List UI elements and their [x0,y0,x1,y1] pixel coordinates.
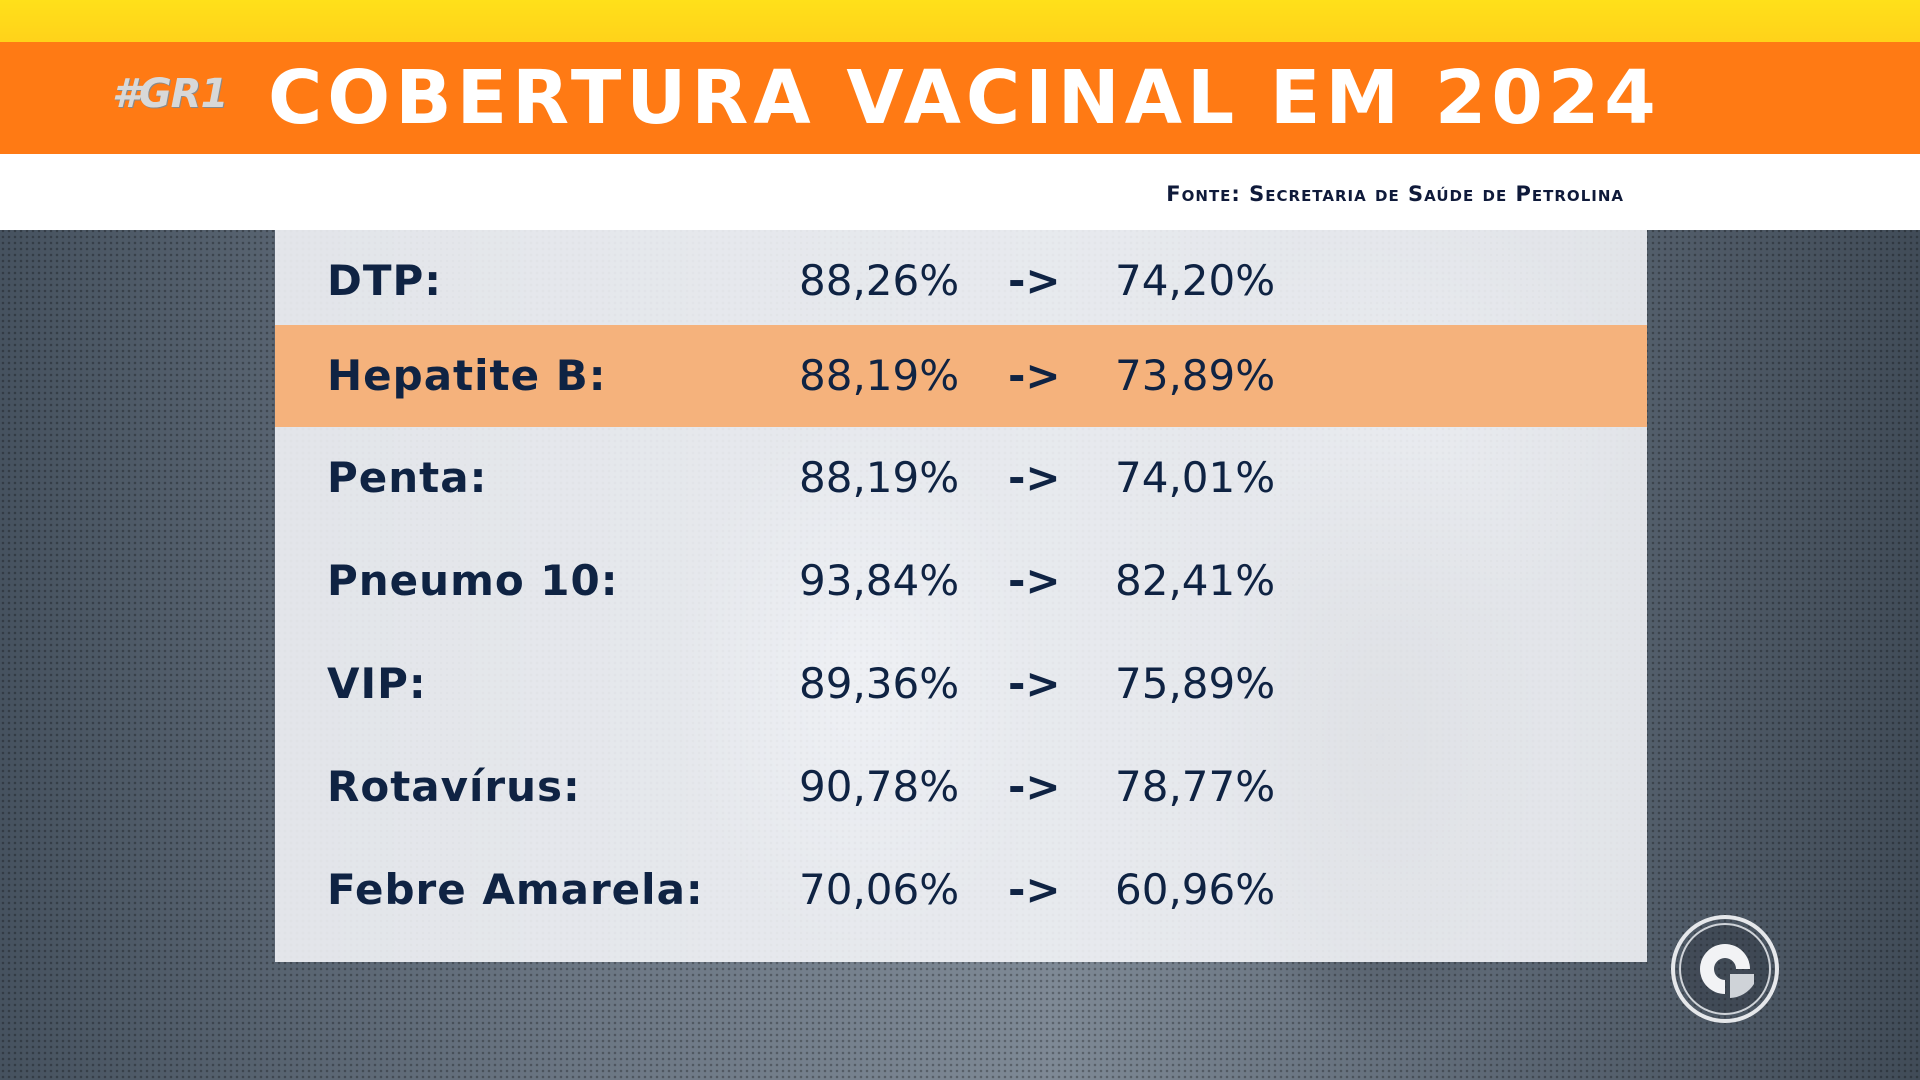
coverage-before: 88,19% [799,453,960,502]
coverage-after: 75,89% [1115,659,1276,708]
coverage-after: 74,01% [1115,453,1276,502]
coverage-before: 93,84% [799,556,960,605]
arrow-icon: -> [1008,351,1061,400]
coverage-after: 60,96% [1115,865,1276,914]
source-credit: Fonte: Secretaria de Saúde de Petrolina [1166,182,1624,206]
table-row-highlighted: Hepatite B: 88,19% -> 73,89% [275,325,1647,427]
coverage-before: 88,19% [799,351,960,400]
table-row: Pneumo 10: 93,84% -> 82,41% [275,530,1647,632]
globo-logo-icon [1671,915,1779,1023]
table-row: VIP: 89,36% -> 75,89% [275,633,1647,735]
arrow-icon: -> [1008,659,1061,708]
table-row: Penta: 88,19% -> 74,01% [275,427,1647,529]
coverage-after: 82,41% [1115,556,1276,605]
coverage-before: 70,06% [799,865,960,914]
vaccine-name: Febre Amarela: [327,865,704,914]
source-bar [0,154,1920,230]
coverage-after: 78,77% [1115,762,1276,811]
vaccine-name: DTP: [327,256,443,305]
table-row: DTP: 88,26% -> 74,20% [275,230,1647,332]
coverage-after: 74,20% [1115,256,1276,305]
page-title: COBERTURA VACINAL EM 2024 [268,55,1661,141]
arrow-icon: -> [1008,762,1061,811]
vaccine-name: VIP: [327,659,427,708]
vaccine-name: Pneumo 10: [327,556,619,605]
vaccine-name: Hepatite B: [327,351,607,400]
program-hashtag: #GR1 [112,71,228,117]
coverage-after: 73,89% [1115,351,1276,400]
coverage-before: 90,78% [799,762,960,811]
arrow-icon: -> [1008,256,1061,305]
top-yellow-stripe [0,0,1920,42]
coverage-before: 88,26% [799,256,960,305]
table-row: Febre Amarela: 70,06% -> 60,96% [275,839,1647,941]
arrow-icon: -> [1008,865,1061,914]
vaccination-table: DTP: 88,26% -> 74,20% Hepatite B: 88,19%… [275,230,1647,962]
table-row: Rotavírus: 90,78% -> 78,77% [275,736,1647,838]
vaccine-name: Penta: [327,453,488,502]
title-bar [0,42,1920,154]
coverage-before: 89,36% [799,659,960,708]
arrow-icon: -> [1008,556,1061,605]
vaccine-name: Rotavírus: [327,762,581,811]
arrow-icon: -> [1008,453,1061,502]
